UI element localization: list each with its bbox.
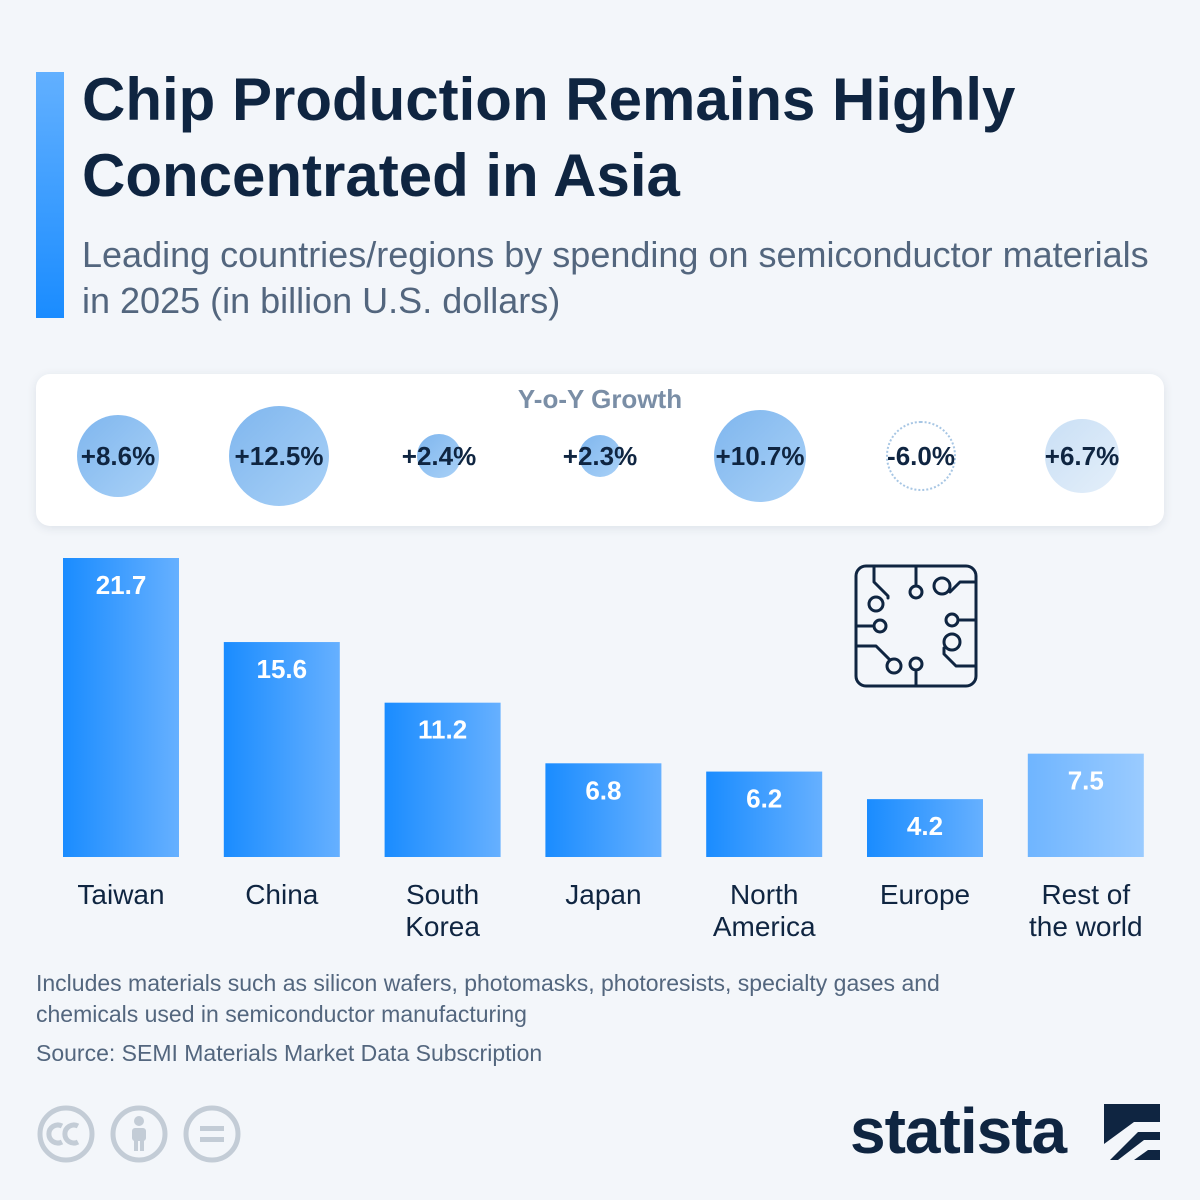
bar-rest-of-the-world	[1027, 753, 1144, 857]
bar-value-label: 11.2	[418, 715, 467, 745]
no-derivatives-icon[interactable]	[183, 1105, 241, 1163]
chart-title: Chip Production Remains Highly Concentra…	[82, 66, 1016, 209]
chart-subtitle: Leading countries/regions by spending on…	[82, 234, 1149, 321]
growth-title: Y-o-Y Growth	[517, 384, 683, 414]
statista-logo[interactable]: statista	[850, 1096, 1166, 1166]
bar-value-label: 6.8	[585, 775, 621, 805]
statista-logo-mark	[1104, 1104, 1160, 1160]
license-icons	[37, 1105, 241, 1163]
growth-bubble	[229, 406, 329, 506]
category-label: South Korea	[405, 879, 480, 942]
attribution-person-icon[interactable]	[110, 1105, 168, 1163]
bar-value-label: 21.7	[96, 570, 147, 600]
category-label: Japan	[565, 879, 641, 910]
bar-value-label: 7.5	[1068, 766, 1104, 796]
growth-label: +2.3%	[562, 441, 638, 471]
growth-label: +10.7%	[715, 441, 805, 471]
growth-label: +8.6%	[80, 441, 156, 471]
growth-label: +2.4%	[401, 441, 477, 471]
bar-europe	[867, 799, 983, 857]
bar-value-label: 15.6	[256, 654, 307, 684]
growth-label: +12.5%	[234, 441, 324, 471]
category-label: North America	[713, 879, 816, 942]
bars-group: 21.7 Taiwan 15.6 China 11.2 South Korea 6.8 Japa…	[63, 558, 1144, 942]
bar-south-korea	[384, 702, 501, 857]
bar-value-label: 4.2	[907, 811, 943, 841]
category-label: China	[245, 879, 319, 910]
bar-chart: 21.7 Taiwan 15.6 China 11.2 South Korea 6.8 Japa…	[63, 558, 1144, 942]
growth-bubble	[578, 434, 622, 478]
bar-value-label: 6.2	[746, 784, 782, 814]
circuit-chip-icon	[854, 564, 978, 688]
logo-wordmark: statista	[850, 1095, 1067, 1167]
footnote: Includes materials such as silicon wafer…	[36, 970, 940, 1027]
title-accent-bar	[36, 72, 64, 318]
creative-commons-icon[interactable]	[37, 1105, 95, 1163]
growth-card: Y-o-Y Growth +8.6% +12.5% +2.4% +2.3% +1…	[36, 374, 1164, 526]
category-label: Europe	[880, 879, 970, 910]
growth-label: -6.0%	[887, 441, 955, 471]
growth-bubble	[886, 421, 956, 491]
category-label: Rest of the world	[1029, 879, 1143, 942]
growth-bubble	[1045, 419, 1119, 493]
growth-bubble	[417, 434, 461, 478]
growth-label: +6.7%	[1044, 441, 1120, 471]
bar-north-america	[706, 771, 823, 857]
bar-china	[223, 642, 340, 857]
growth-bubble	[713, 409, 807, 503]
source-text: Source: SEMI Materials Market Data Subsc…	[36, 1040, 543, 1066]
bar-taiwan	[63, 558, 179, 857]
bar-japan	[545, 763, 662, 857]
growth-bubble	[76, 414, 160, 498]
category-label: Taiwan	[77, 879, 164, 910]
